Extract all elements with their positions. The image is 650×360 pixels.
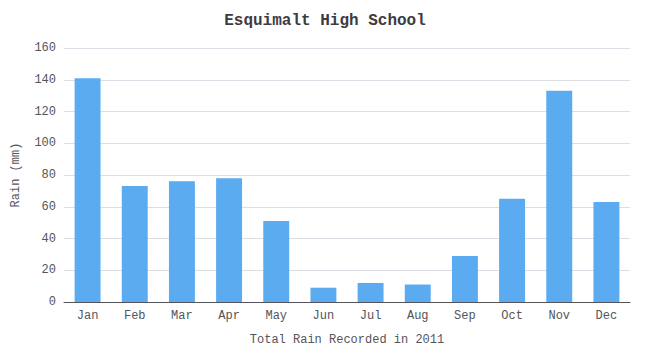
svg-text:Jul: Jul (360, 309, 382, 323)
svg-text:60: 60 (42, 200, 56, 214)
svg-text:40: 40 (42, 232, 56, 246)
svg-text:Mar: Mar (171, 309, 193, 323)
svg-text:20: 20 (42, 263, 56, 277)
svg-text:Total Rain Recorded in 2011: Total Rain Recorded in 2011 (250, 333, 444, 347)
svg-text:Feb: Feb (124, 309, 146, 323)
svg-text:140: 140 (34, 73, 56, 87)
svg-text:Aug: Aug (407, 309, 429, 323)
svg-text:Jun: Jun (313, 309, 335, 323)
svg-text:160: 160 (34, 41, 56, 55)
svg-text:Nov: Nov (548, 309, 570, 323)
svg-text:Esquimalt High School: Esquimalt High School (224, 12, 426, 30)
svg-text:May: May (265, 309, 287, 323)
svg-text:120: 120 (34, 105, 56, 119)
svg-text:0: 0 (49, 295, 56, 309)
svg-text:Oct: Oct (501, 309, 523, 323)
svg-text:100: 100 (34, 136, 56, 150)
svg-text:80: 80 (42, 168, 56, 182)
svg-text:Dec: Dec (596, 309, 618, 323)
svg-text:Sep: Sep (454, 309, 476, 323)
svg-text:Rain (mm): Rain (mm) (9, 143, 23, 208)
svg-text:Apr: Apr (218, 309, 240, 323)
svg-text:Jan: Jan (77, 309, 99, 323)
